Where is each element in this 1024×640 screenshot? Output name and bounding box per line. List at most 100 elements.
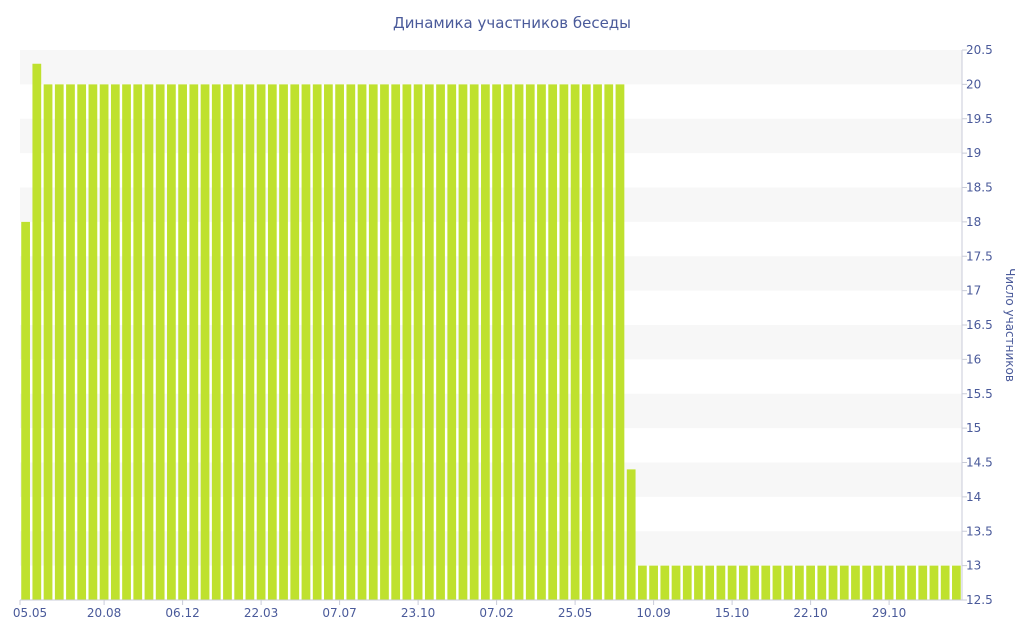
bar bbox=[200, 84, 210, 601]
bar bbox=[929, 565, 939, 601]
y-axis-ticks: 12.5 13 13.5 14 14.5 15 15.5 16 16.5 17 17.5 18 18.5… bbox=[962, 43, 993, 607]
bar bbox=[492, 84, 501, 601]
bar bbox=[918, 565, 928, 601]
bar bbox=[99, 84, 109, 601]
x-tick-label: 29.10 bbox=[872, 606, 906, 620]
bar bbox=[32, 63, 42, 600]
bar bbox=[952, 565, 961, 601]
bar bbox=[839, 565, 849, 601]
bar bbox=[66, 84, 75, 601]
bar bbox=[77, 84, 87, 601]
x-tick-label: 22.03 bbox=[244, 606, 278, 620]
grid-band bbox=[20, 256, 962, 291]
bar bbox=[873, 565, 883, 601]
bars bbox=[21, 63, 961, 601]
bar bbox=[705, 565, 715, 601]
y-tick-label: 20.5 bbox=[966, 43, 993, 57]
bar bbox=[851, 565, 860, 601]
y-axis-label: Число участников bbox=[1003, 268, 1017, 382]
grid-band bbox=[20, 50, 962, 85]
y-tick-label: 12.5 bbox=[966, 593, 993, 607]
bar bbox=[380, 84, 389, 601]
grid-band bbox=[20, 531, 962, 566]
bar bbox=[346, 84, 356, 601]
bar bbox=[211, 84, 221, 601]
bar bbox=[593, 84, 602, 601]
bar bbox=[750, 565, 759, 601]
bar bbox=[738, 565, 748, 601]
y-tick-label: 14.5 bbox=[966, 456, 993, 470]
grid-bands bbox=[20, 50, 962, 566]
y-tick-label: 14 bbox=[966, 490, 981, 504]
y-tick-label: 16.5 bbox=[966, 318, 993, 332]
y-tick-label: 18 bbox=[966, 215, 981, 229]
bar bbox=[783, 565, 793, 601]
bar bbox=[817, 565, 827, 601]
bar bbox=[178, 84, 187, 601]
bar bbox=[223, 84, 232, 601]
bar bbox=[290, 84, 300, 601]
bar bbox=[167, 84, 176, 601]
bar bbox=[503, 84, 513, 601]
bar bbox=[245, 84, 255, 601]
bar bbox=[940, 565, 950, 601]
bar bbox=[907, 565, 916, 601]
bar bbox=[391, 84, 401, 601]
bar bbox=[234, 84, 244, 601]
bar bbox=[144, 84, 154, 601]
bar bbox=[884, 565, 894, 601]
y-tick-label: 15.5 bbox=[966, 387, 993, 401]
bar bbox=[537, 84, 546, 601]
bar bbox=[716, 565, 726, 601]
bar bbox=[626, 469, 636, 601]
x-tick-label: 07.02 bbox=[479, 606, 513, 620]
y-tick-label: 19.5 bbox=[966, 112, 993, 126]
bar bbox=[88, 84, 98, 601]
bar bbox=[514, 84, 524, 601]
grid-band bbox=[20, 462, 962, 497]
x-tick-label: 10.09 bbox=[636, 606, 670, 620]
bar bbox=[54, 84, 64, 601]
bar bbox=[649, 565, 658, 601]
bar bbox=[368, 84, 378, 601]
bar bbox=[581, 84, 591, 601]
y-tick-label: 20 bbox=[966, 77, 981, 91]
bar bbox=[795, 565, 804, 601]
y-tick-label: 17.5 bbox=[966, 249, 993, 263]
y-tick-label: 19 bbox=[966, 146, 981, 160]
chart-title: Динамика участников беседы bbox=[393, 14, 631, 32]
bar bbox=[469, 84, 479, 601]
bar bbox=[570, 84, 580, 601]
grid-band bbox=[20, 118, 962, 154]
bar bbox=[660, 565, 670, 601]
bar bbox=[458, 84, 468, 601]
bar bbox=[671, 565, 681, 601]
bar bbox=[424, 84, 434, 601]
bar bbox=[548, 84, 558, 601]
bar bbox=[357, 84, 367, 601]
x-tick-label: 22.10 bbox=[793, 606, 827, 620]
bar bbox=[481, 84, 490, 601]
x-tick-label: 06.12 bbox=[165, 606, 199, 620]
grid-band bbox=[20, 187, 962, 222]
grid-band bbox=[20, 325, 962, 360]
x-tick-label: 25.05 bbox=[558, 606, 592, 620]
y-tick-label: 17 bbox=[966, 284, 981, 298]
bar bbox=[43, 84, 53, 601]
bar bbox=[895, 565, 905, 601]
bar bbox=[301, 84, 311, 601]
bar bbox=[279, 84, 288, 601]
bar bbox=[413, 84, 423, 601]
bar bbox=[402, 84, 412, 601]
bar bbox=[828, 565, 838, 601]
x-tick-label: 05.05 bbox=[13, 606, 47, 620]
bar bbox=[133, 84, 143, 601]
grid-band bbox=[20, 393, 962, 429]
bar bbox=[604, 84, 614, 601]
bar bbox=[189, 84, 199, 601]
bar bbox=[267, 84, 277, 601]
x-tick-label: 07.07 bbox=[322, 606, 356, 620]
bar bbox=[335, 84, 344, 601]
